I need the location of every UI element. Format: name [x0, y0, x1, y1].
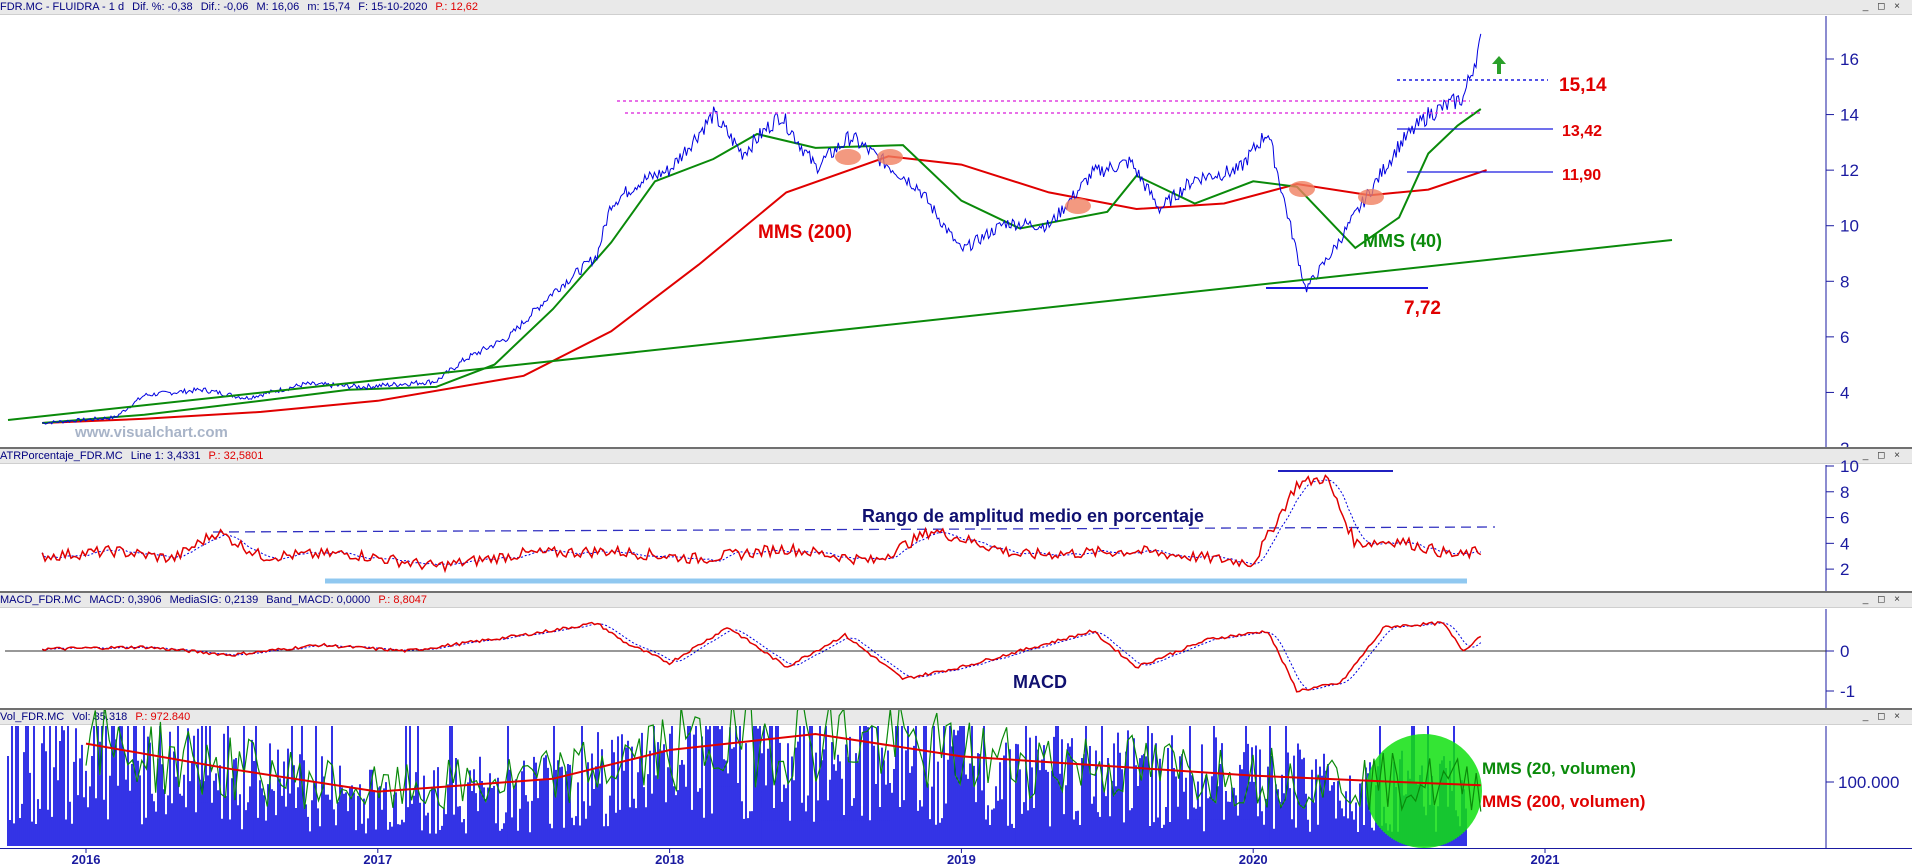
level-1514-label: 15,14: [1559, 75, 1607, 96]
volume-price-label: P.: 972.840: [135, 711, 191, 723]
panel-divider[interactable]: [0, 591, 1912, 593]
window-controls[interactable]: _ ◻ ×: [1862, 711, 1903, 722]
macd-y-tick-label: -1: [1840, 682, 1855, 701]
long-term-trendline: [7, 239, 1673, 421]
price-y-tick-label: 10: [1840, 217, 1859, 236]
atr-annotation: Rango de amplitud medio en porcentaje: [862, 506, 1204, 526]
crossover-marker: [1289, 181, 1315, 197]
volume-mms20-line: [85, 710, 1482, 812]
crossover-marker: [1358, 189, 1384, 205]
x-tick-label: 2020: [1239, 852, 1268, 867]
mms200-line: [42, 155, 1487, 424]
atr-y-tick-label: 10: [1840, 457, 1859, 476]
window-controls[interactable]: _ ◻ ×: [1862, 594, 1903, 605]
price-y-tick-label: 16: [1840, 50, 1859, 69]
macd-band-label: Band_MACD: 0,0000: [266, 594, 371, 606]
x-tick-label: 2019: [947, 852, 976, 867]
up-arrow-icon: [1492, 56, 1506, 74]
date-label: F: 15-10-2020: [358, 1, 428, 13]
macd-y-tick-label: 0: [1840, 642, 1849, 661]
price-y-tick-label: 6: [1840, 328, 1849, 347]
atr-panel: ATRPorcentaje_FDR.MC Line 1: 3,4331 P.: …: [0, 449, 1912, 591]
macd-chart: 0 -1 MACD: [5, 609, 1855, 708]
crossover-marker: [1065, 198, 1091, 214]
watermark: www.visualchart.com: [74, 424, 228, 441]
crossover-marker: [877, 149, 903, 165]
price-panel-header: FDR.MC - FLUIDRA - 1 d Dif. %: -0,38 Dif…: [0, 0, 1912, 15]
atr-price-label: P.: 32,5801: [208, 450, 264, 462]
x-tick-label: 2017: [363, 852, 392, 867]
mms40-line: [42, 108, 1482, 424]
level-1342-label: 13,42: [1562, 123, 1602, 140]
atr-line-label: Line 1: 3,4331: [130, 450, 201, 462]
panel-divider[interactable]: [0, 447, 1912, 449]
price-y-tick-label: 4: [1840, 383, 1849, 402]
crossover-marker: [835, 149, 861, 165]
macd-panel-header: MACD_FDR.MC MACD: 0,3906 MediaSIG: 0,213…: [0, 593, 1912, 608]
volume-mms200-line: [85, 732, 1481, 793]
price-y-tick-label: 12: [1840, 161, 1859, 180]
price-panel: FDR.MC - FLUIDRA - 1 d Dif. %: -0,38 Dif…: [0, 0, 1912, 447]
x-tick-label: 2018: [655, 852, 684, 867]
dif-label: Dif.: -0,06: [200, 1, 249, 13]
price-y-tick-label: 8: [1840, 272, 1849, 291]
window-controls[interactable]: _ ◻ ×: [1862, 450, 1903, 461]
volume-bars: [7, 726, 1467, 846]
level-1190-label: 11,90: [1562, 167, 1601, 184]
atr-line: [41, 474, 1482, 574]
volume-name-label: Vol_FDR.MC: [0, 711, 65, 723]
atr-signal-line: [41, 479, 1481, 566]
atr-chart: 2 4 6 8 10 Rango de amplitud medio en porcen…: [41, 457, 1859, 591]
x-tick-label: 2016: [72, 852, 101, 867]
vol-mms200-label: MMS (200, volumen): [1482, 792, 1645, 811]
x-tick-label: 2021: [1531, 852, 1560, 867]
mms40-label: MMS (40): [1363, 231, 1442, 251]
atr-y-tick-label: 6: [1840, 509, 1849, 528]
highlight-circle: [1366, 734, 1482, 848]
max-label: M: 16,06: [256, 1, 300, 13]
price-chart: 2 4 6 8 10 12 14 16 MMS (200) MMS (40) 15,14 13…: [7, 16, 1859, 447]
macd-price-label: P.: 8,8047: [378, 594, 428, 606]
level-772-label: 7,72: [1404, 298, 1441, 319]
vol-mms20-label: MMS (20, volumen): [1482, 759, 1636, 778]
volume-y-tick-label: 100.000: [1838, 773, 1899, 792]
volume-panel-header: Vol_FDR.MC Vol: 35.318 P.: 972.840 _ ◻ ×: [0, 710, 1912, 725]
volume-chart: 100.000 MMS (20, volumen) MMS (200, volu…: [7, 710, 1899, 848]
atr-panel-header: ATRPorcentaje_FDR.MC Line 1: 3,4331 P.: …: [0, 449, 1912, 464]
atr-y-tick-label: 2: [1840, 560, 1849, 579]
dif-pct-label: Dif. %: -0,38: [132, 1, 193, 13]
macd-value-label: MACD: 0,3906: [89, 594, 162, 606]
macd-name-label: MACD_FDR.MC: [0, 594, 82, 606]
symbol-label: FDR.MC - FLUIDRA - 1 d: [0, 1, 125, 13]
macd-annotation: MACD: [1013, 672, 1067, 692]
macd-panel: MACD_FDR.MC MACD: 0,3906 MediaSIG: 0,213…: [0, 593, 1912, 708]
price-y-tick-label: 2: [1840, 439, 1849, 447]
macd-signal-label: MediaSIG: 0,2139: [169, 594, 259, 606]
x-axis: 2016 2017 2018 2019 2020 2021: [0, 848, 1912, 867]
mms200-label: MMS (200): [758, 222, 852, 243]
atr-reference-line: [212, 526, 1496, 533]
volume-value-label: Vol: 35.318: [72, 711, 128, 723]
price-line: [42, 33, 1482, 425]
atr-y-tick-label: 4: [1840, 534, 1849, 553]
min-label: m: 15,74: [307, 1, 351, 13]
volume-panel: Vol_FDR.MC Vol: 35.318 P.: 972.840 _ ◻ ×…: [0, 710, 1912, 848]
atr-y-tick-label: 8: [1840, 483, 1849, 502]
window-controls[interactable]: _ ◻ ×: [1862, 1, 1903, 12]
panel-divider[interactable]: [0, 708, 1912, 710]
price-y-tick-label: 14: [1840, 106, 1859, 125]
macd-line: [41, 621, 1482, 693]
atr-name-label: ATRPorcentaje_FDR.MC: [0, 450, 123, 462]
last-price-label: P.: 12,62: [435, 1, 479, 13]
